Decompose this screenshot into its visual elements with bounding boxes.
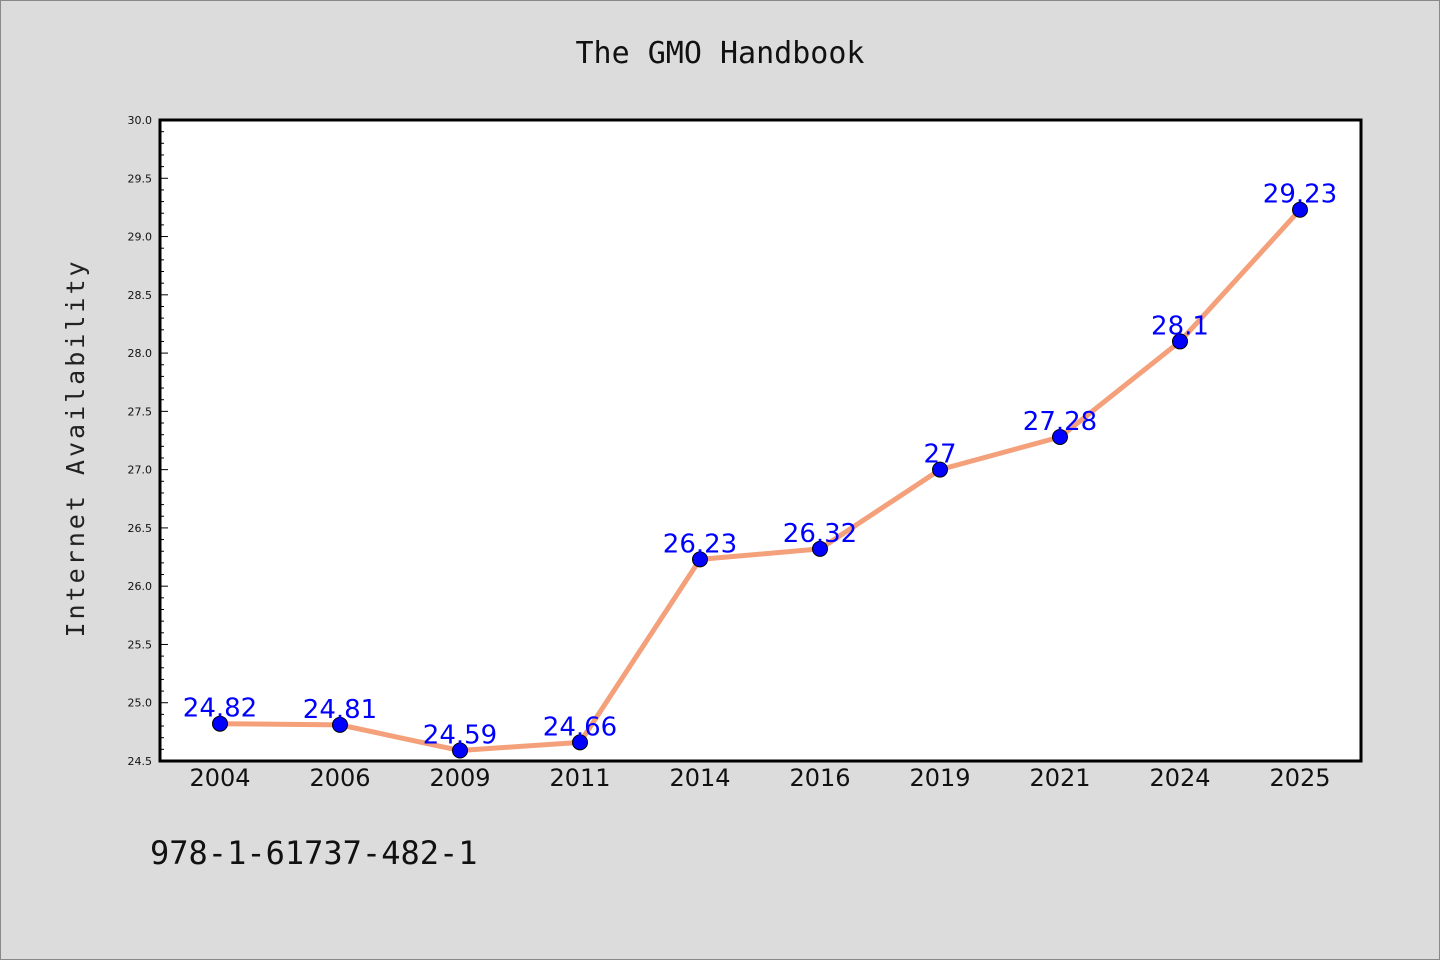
y-tick-label: 28.0 xyxy=(128,347,153,360)
y-tick-label: 25.0 xyxy=(128,697,153,710)
data-point xyxy=(692,551,708,568)
isbn-footnote: 978-1-61737-482-1 xyxy=(150,834,478,872)
data-label: 24.59 xyxy=(423,721,497,751)
y-tick-label: 28.5 xyxy=(128,289,153,302)
x-tick-label: 2006 xyxy=(309,764,370,792)
data-label: 24.66 xyxy=(543,712,617,742)
x-tick-label: 2004 xyxy=(189,764,250,792)
x-tick-label: 2009 xyxy=(429,764,490,792)
y-tick-label: 29.0 xyxy=(128,231,153,244)
series-line xyxy=(217,207,1303,754)
data-point xyxy=(812,540,828,557)
data-label: 28.1 xyxy=(1151,311,1209,341)
x-tick-label: 2014 xyxy=(669,764,730,792)
data-point xyxy=(1292,201,1308,218)
data-point xyxy=(332,716,348,733)
y-tick-label: 24.5 xyxy=(128,755,153,768)
series-layer: 24.82 24.81 24.59 24.66 26.23 26.32 27 27.28 28.… xyxy=(183,180,1337,759)
y-tick-label: 27.0 xyxy=(128,464,153,477)
data-point xyxy=(932,461,948,478)
data-point xyxy=(1172,333,1188,350)
y-tick-label: 27.5 xyxy=(128,405,153,418)
y-tick-label: 26.0 xyxy=(128,580,153,593)
y-axis: 24.5 25.0 25.5 26.0 26.5 27.0 27.5 28.0 28.5 29.0… xyxy=(128,114,168,768)
data-point xyxy=(572,734,588,751)
x-tick-label: 2016 xyxy=(789,764,850,792)
data-point xyxy=(212,715,228,732)
data-label: 24.81 xyxy=(303,695,377,725)
chart-title: The GMO Handbook xyxy=(576,36,865,71)
data-label: 26.32 xyxy=(783,519,857,549)
data-point xyxy=(452,742,468,759)
data-label: 24.82 xyxy=(183,694,257,724)
x-tick-label: 2019 xyxy=(909,764,970,792)
x-axis: 2004 2006 2009 2011 2014 2016 2019 2021 2024 2025 xyxy=(189,764,1330,792)
y-axis-label: Internet Availability xyxy=(61,258,90,637)
data-label: 27 xyxy=(923,440,956,470)
x-tick-label: 2024 xyxy=(1149,764,1210,792)
x-tick-label: 2011 xyxy=(549,764,610,792)
x-tick-label: 2025 xyxy=(1269,764,1330,792)
data-point xyxy=(1052,429,1068,446)
y-tick-label: 25.5 xyxy=(128,638,153,651)
data-label: 26.23 xyxy=(663,529,737,559)
y-tick-label: 26.5 xyxy=(128,522,153,535)
data-label: 27.28 xyxy=(1023,407,1097,437)
y-tick-label: 30.0 xyxy=(128,114,153,127)
data-label: 29.23 xyxy=(1263,180,1337,210)
y-tick-label: 29.5 xyxy=(128,172,153,185)
plot-area xyxy=(158,118,1363,763)
x-tick-label: 2021 xyxy=(1029,764,1090,792)
